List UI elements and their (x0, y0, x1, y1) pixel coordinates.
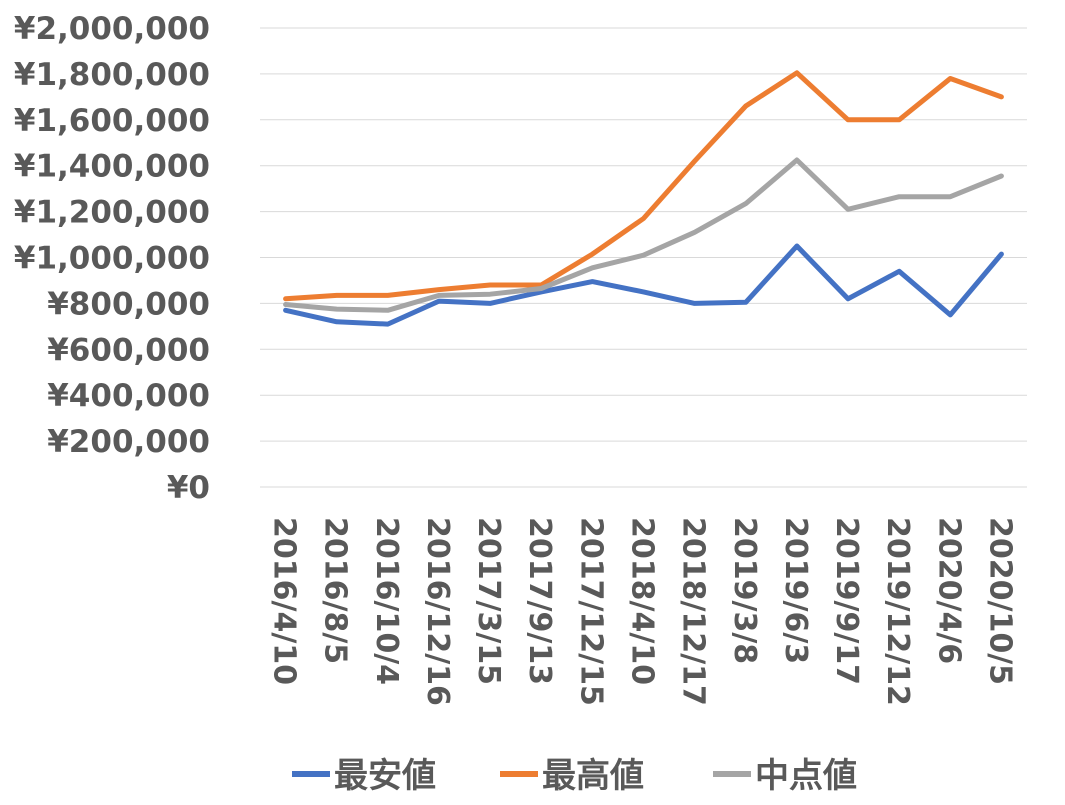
x-tick-label: 2020/4/6 (931, 517, 966, 664)
y-tick-label: ¥2,000,000 (14, 11, 210, 47)
series-lines (283, 70, 1004, 327)
y-tick-label: ¥200,000 (47, 424, 210, 460)
y-tick-label: ¥600,000 (47, 332, 210, 368)
legend-label: 最高値 (542, 756, 644, 796)
y-tick-label: ¥1,000,000 (14, 241, 210, 277)
y-tick-label: ¥1,200,000 (14, 195, 210, 231)
legend-label: 中点値 (755, 756, 857, 796)
y-axis-ticks: ¥0 ¥200,000 ¥400,000 ¥600,000 ¥800,000 ¥1,000… (14, 11, 210, 506)
x-tick-label: 2018/4/10 (625, 517, 660, 685)
series-line-1 (283, 70, 1004, 302)
legend: 最安値 最高値 中点値 (292, 756, 857, 796)
x-axis-ticks: 2016/4/10 2016/8/5 2016/10/4 2016/12/16 2017… (267, 517, 1018, 706)
y-tick-label: ¥1,400,000 (14, 149, 210, 185)
x-tick-label: 2016/10/4 (369, 517, 404, 685)
x-tick-label: 2019/6/3 (778, 517, 813, 664)
x-tick-label: 2016/8/5 (318, 517, 353, 664)
series-line-0 (283, 243, 1004, 327)
x-tick-label: 2016/12/16 (420, 517, 455, 706)
x-tick-label: 2019/9/17 (829, 517, 864, 685)
y-tick-label: ¥0 (167, 470, 210, 506)
y-tick-label: ¥400,000 (47, 378, 210, 414)
x-tick-label: 2017/3/15 (471, 517, 506, 685)
y-tick-label: ¥1,800,000 (14, 57, 210, 93)
legend-label: 最安値 (334, 756, 436, 796)
y-tick-label: ¥1,600,000 (14, 103, 210, 139)
x-tick-label: 2019/3/8 (727, 517, 762, 664)
x-tick-label: 2017/9/13 (522, 517, 557, 685)
x-tick-label: 2016/4/10 (267, 517, 302, 685)
x-tick-label: 2020/10/5 (982, 517, 1017, 685)
y-tick-label: ¥800,000 (47, 286, 210, 322)
x-tick-label: 2017/12/15 (573, 517, 608, 706)
x-tick-label: 2018/12/17 (676, 517, 711, 706)
x-tick-label: 2019/12/12 (880, 517, 915, 706)
series-line-2 (283, 157, 1004, 313)
